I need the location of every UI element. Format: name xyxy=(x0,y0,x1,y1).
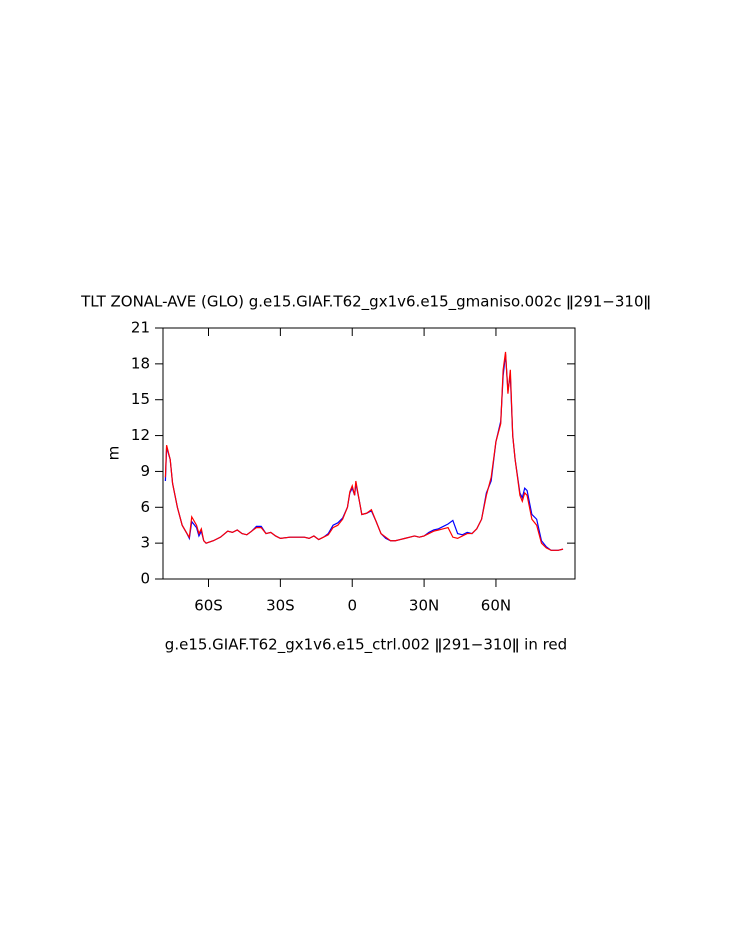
x-tick-label: 30S xyxy=(266,597,295,615)
x-tick-label: 60S xyxy=(194,597,223,615)
y-tick-label: 3 xyxy=(140,534,150,552)
y-tick-label: 0 xyxy=(140,570,150,588)
chart-title: TLT ZONAL-AVE (GLO) g.e15.GIAF.T62_gx1v6… xyxy=(80,293,651,312)
x-tick-label: 60N xyxy=(481,597,511,615)
y-tick-label: 15 xyxy=(131,390,150,408)
series-line xyxy=(164,351,564,551)
y-tick-label: 6 xyxy=(140,498,150,516)
plot-frame xyxy=(162,327,576,580)
x-tick-label: 0 xyxy=(347,597,357,615)
y-tick-label: 21 xyxy=(131,319,150,337)
y-tick-label: 12 xyxy=(131,426,150,444)
x-tick-label: 30N xyxy=(409,597,439,615)
chart-subtitle: g.e15.GIAF.T62_gx1v6.e15_ctrl.002 ǁ291−3… xyxy=(165,636,567,655)
y-axis-label: m xyxy=(105,446,123,461)
y-tick-label: 9 xyxy=(140,462,150,480)
y-tick-label: 18 xyxy=(131,354,150,372)
